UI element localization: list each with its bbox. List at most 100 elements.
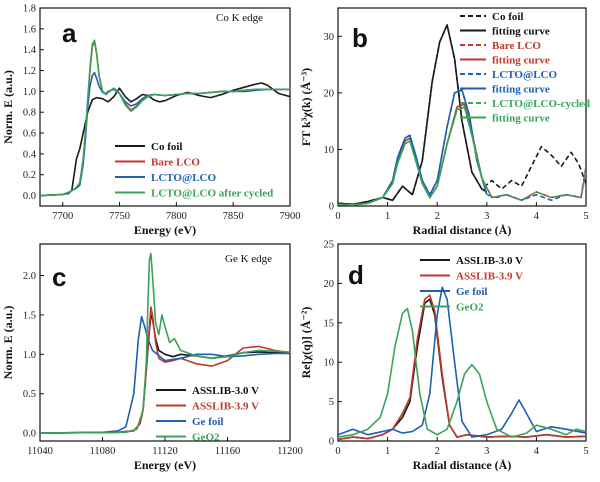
x-tick-label: 7900 <box>280 211 301 222</box>
y-tick-label: 1.2 <box>23 66 36 77</box>
x-tick-label: 4 <box>534 211 540 222</box>
y-tick-label: 0.8 <box>23 108 36 119</box>
panel-label: d <box>348 260 364 290</box>
y-tick-label: 10 <box>324 145 335 156</box>
legend-entry: LCTO@LCO after cycled <box>151 188 273 200</box>
series-group-b <box>338 24 586 206</box>
y-tick-label: 1.4 <box>23 45 37 56</box>
y-tick-label: 0.4 <box>23 149 37 160</box>
y-axis-label: Re[χ(q)] (Å⁻²) <box>299 307 313 379</box>
series-line <box>40 252 290 434</box>
x-tick-label: 1 <box>385 446 390 457</box>
series-group-d <box>338 286 586 441</box>
series-line <box>338 307 586 438</box>
x-axis-label: Radial distance (Å) <box>413 458 512 472</box>
legend-entry: fitting curve <box>492 113 550 125</box>
x-tick-label: 4 <box>534 446 540 457</box>
y-tick-label: 15 <box>324 318 335 329</box>
legend-entry: GeO2 <box>456 302 484 314</box>
x-axis-label: Energy (eV) <box>134 223 196 237</box>
y-tick-label: 1.0 <box>23 350 36 361</box>
y-tick-label: 0.5 <box>23 389 36 400</box>
x-tick-label: 0 <box>335 211 340 222</box>
series-line <box>40 82 290 197</box>
legend-entry: Bare LCO <box>492 40 541 52</box>
x-tick-label: 1 <box>385 211 390 222</box>
y-tick-label: 30 <box>324 32 335 43</box>
y-tick-label: 1.8 <box>23 4 36 15</box>
legend-entry: Bare LCO <box>151 157 200 169</box>
legend-entry: ASSLIB-3.9 V <box>456 271 523 283</box>
x-tick-label: 5 <box>583 211 588 222</box>
series-line <box>338 286 586 438</box>
x-tick-label: 11160 <box>215 446 240 457</box>
panel-label: a <box>62 18 77 48</box>
legend-entry: Ge foil <box>456 286 487 298</box>
x-tick-label: 7750 <box>109 211 130 222</box>
legend-entry: fitting curve <box>492 84 550 96</box>
legend-entry: Ge foil <box>192 416 223 428</box>
y-tick-label: 0 <box>329 202 334 213</box>
legend-entry: ASSLIB-3.9 V <box>192 401 259 413</box>
series-line <box>40 306 290 434</box>
legend-entry: LCTO@LCO-cycled <box>492 98 590 110</box>
x-tick-label: 2 <box>435 446 440 457</box>
series-line <box>40 314 290 434</box>
plot-frame-b <box>337 7 587 207</box>
plot-frame-a <box>39 7 291 207</box>
series-line <box>338 103 488 206</box>
x-tick-label: 11120 <box>152 446 177 457</box>
x-tick-label: 11080 <box>90 446 116 457</box>
panel-title: Ge K edge <box>225 253 272 265</box>
y-tick-label: 0.6 <box>23 129 36 140</box>
y-tick-label: 1.0 <box>23 87 36 98</box>
series-group-c <box>40 252 290 434</box>
x-tick-label: 3 <box>484 446 489 457</box>
legend-entry: LCTO@LCO <box>492 69 557 81</box>
legend-entry: Co foil <box>492 11 523 23</box>
series-line <box>338 294 586 441</box>
x-tick-label: 3 <box>484 211 489 222</box>
y-tick-label: 25 <box>324 240 335 251</box>
y-tick-label: 1.6 <box>23 24 36 35</box>
x-tick-label: 7700 <box>52 211 73 222</box>
panel-label: c <box>52 262 66 292</box>
panel-title: Co K edge <box>216 12 263 24</box>
legend-entry: GeO2 <box>192 432 220 444</box>
series-group-a <box>40 39 290 197</box>
y-tick-label: 0.0 <box>23 191 36 202</box>
x-tick-label: 0 <box>335 446 340 457</box>
legend-entry: LCTO@LCO <box>151 172 216 184</box>
y-tick-label: 0.0 <box>23 429 36 440</box>
series-line <box>40 315 290 434</box>
y-axis-label: FT k³χ(k) (Å⁻³) <box>299 68 313 146</box>
x-tick-label: 7800 <box>166 211 187 222</box>
y-tick-label: 10 <box>324 358 335 369</box>
y-tick-label: 20 <box>324 279 335 290</box>
x-axis-label: Radial distance (Å) <box>413 223 512 237</box>
y-axis-label: Norm. E (a.u.) <box>1 306 15 380</box>
x-tick-label: 7850 <box>223 211 244 222</box>
y-tick-label: 5 <box>329 397 334 408</box>
y-tick-label: 0.2 <box>23 170 36 181</box>
legend-entry: fitting curve <box>492 26 550 38</box>
x-tick-label: 11200 <box>277 446 303 457</box>
legend-entry: ASSLIB-3.0 V <box>456 255 523 267</box>
y-tick-label: 1.5 <box>23 310 36 321</box>
x-tick-label: 2 <box>435 211 440 222</box>
x-tick-label: 11040 <box>27 446 53 457</box>
plot-frame-d <box>337 243 587 442</box>
legend-entry: fitting curve <box>492 55 550 67</box>
legend-entry: Co foil <box>151 141 182 153</box>
legend-entry: ASSLIB-3.0 V <box>192 385 259 397</box>
y-axis-label: Norm. E (a.u.) <box>1 70 15 144</box>
x-tick-label: 5 <box>583 446 588 457</box>
y-tick-label: 2.0 <box>23 271 36 282</box>
x-axis-label: Energy (eV) <box>134 458 196 472</box>
series-line <box>338 106 488 206</box>
y-tick-label: 20 <box>324 88 335 99</box>
y-tick-label: 0 <box>329 437 334 448</box>
panel-label: b <box>352 23 368 53</box>
series-line <box>40 39 290 197</box>
